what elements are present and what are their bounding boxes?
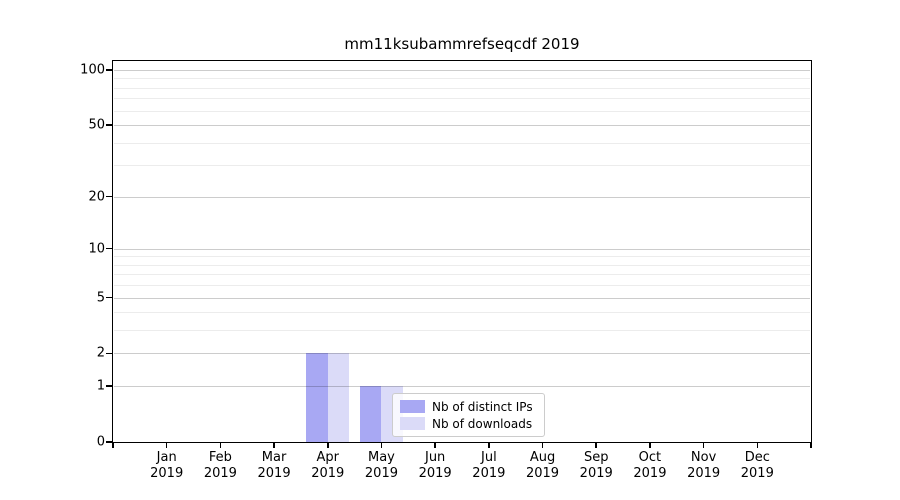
y-tick [106, 124, 113, 126]
x-tick [756, 442, 759, 448]
gridline-minor [114, 78, 810, 80]
x-tick [488, 442, 490, 448]
gridline-minor [114, 330, 810, 332]
gridline-minor [114, 256, 810, 258]
x-tick-year: 2019 [579, 466, 613, 482]
legend-entry: Nb of downloads [400, 417, 537, 431]
x-tick-year: 2019 [740, 466, 774, 482]
legend-label: Nb of downloads [432, 416, 533, 431]
x-tick-month: May [368, 450, 395, 465]
y-tick-label: 100 [80, 62, 105, 78]
x-tick-month: Jan [156, 450, 177, 465]
x-tick-month: Oct [638, 450, 662, 465]
legend-entry: Nb of distinct IPs [400, 400, 537, 414]
x-tick-month: Mar [261, 450, 287, 465]
x-tick-month: Jul [481, 450, 497, 465]
x-tick-year: 2019 [418, 466, 452, 482]
y-tick-label: 50 [88, 117, 105, 133]
y-tick [106, 352, 113, 355]
x-tick-month: Aug [529, 450, 556, 465]
x-tick-year: 2019 [525, 466, 560, 482]
x-tick-year: 2019 [472, 466, 506, 482]
legend-swatch [400, 400, 425, 413]
bar-may-distinct-ips [359, 386, 382, 442]
x-tick-label: Jul 2019 [449, 450, 529, 483]
y-tick-label: 0 [96, 434, 105, 450]
gridline-minor [114, 87, 810, 89]
gridline-major [114, 70, 810, 72]
x-tick [380, 442, 383, 448]
gridline-minor [114, 98, 810, 100]
x-tick-label: Jan 2019 [127, 450, 207, 483]
gridline-minor [114, 274, 810, 276]
gridline-major [114, 125, 810, 127]
x-tick-month: Apr [316, 450, 340, 465]
x-tick-year: 2019 [203, 466, 237, 482]
x-tick-year: 2019 [633, 466, 667, 482]
x-tick-month: Sep [583, 450, 609, 465]
y-tick-label: 10 [88, 241, 105, 257]
x-tick [112, 442, 114, 448]
y-tick-label: 5 [96, 290, 105, 306]
x-tick-month: Nov [690, 450, 717, 465]
x-tick [649, 442, 651, 448]
x-tick [165, 442, 168, 448]
bar-apr-downloads [327, 353, 350, 442]
y-tick [106, 247, 113, 250]
x-tick-label: Nov 2019 [664, 450, 744, 483]
x-tick-label: Aug 2019 [503, 450, 583, 483]
x-tick [219, 442, 222, 448]
y-tick [106, 441, 113, 443]
x-tick-label: Dec 2019 [717, 450, 797, 483]
gridline-minor [114, 110, 810, 112]
gridline-minor [114, 165, 810, 167]
x-tick-label: Mar 2019 [234, 450, 314, 483]
legend: Nb of distinct IPs Nb of downloads [392, 393, 545, 437]
gridline-major [114, 248, 810, 250]
y-tick-label: 1 [96, 378, 105, 394]
x-tick-label: Sep 2019 [556, 450, 636, 483]
x-tick [434, 442, 436, 448]
y-tick [106, 195, 113, 198]
legend-swatch [400, 417, 425, 430]
x-tick [595, 442, 597, 448]
x-tick [810, 442, 812, 448]
x-tick-label: Jun 2019 [395, 450, 475, 483]
legend-label: Nb of distinct IPs [432, 399, 533, 414]
x-tick-year: 2019 [364, 466, 398, 482]
y-tick [106, 69, 113, 71]
x-tick-year: 2019 [257, 466, 291, 482]
x-tick [273, 442, 275, 448]
gridline-major [114, 353, 810, 355]
gridline-minor [114, 142, 810, 144]
x-tick-year: 2019 [687, 466, 721, 482]
y-tick [106, 296, 113, 299]
gridline-major [114, 297, 810, 299]
y-tick-label: 20 [88, 189, 105, 205]
gridline-major [114, 386, 810, 388]
x-tick [702, 442, 705, 448]
chart-title: mm11ksubammrefseqcdf 2019 [344, 35, 580, 53]
x-tick-year: 2019 [311, 466, 345, 482]
bar-apr-distinct-ips [306, 353, 328, 442]
y-tick-label: 2 [96, 345, 105, 361]
x-tick-month: Jun [424, 450, 446, 465]
x-tick-month: Feb [208, 450, 232, 465]
gridline-minor [114, 264, 810, 266]
gridline-major [114, 196, 810, 198]
x-tick [327, 442, 329, 448]
y-tick [106, 385, 113, 387]
x-tick-month: Dec [744, 450, 770, 465]
x-tick-label: Oct 2019 [610, 450, 690, 483]
x-tick-label: Apr 2019 [288, 450, 368, 483]
x-tick-year: 2019 [150, 466, 184, 482]
x-tick-label: May 2019 [341, 450, 421, 483]
x-tick [541, 442, 544, 448]
gridline-minor [114, 285, 810, 287]
x-tick-label: Feb 2019 [180, 450, 260, 483]
gridline-minor [114, 312, 810, 314]
